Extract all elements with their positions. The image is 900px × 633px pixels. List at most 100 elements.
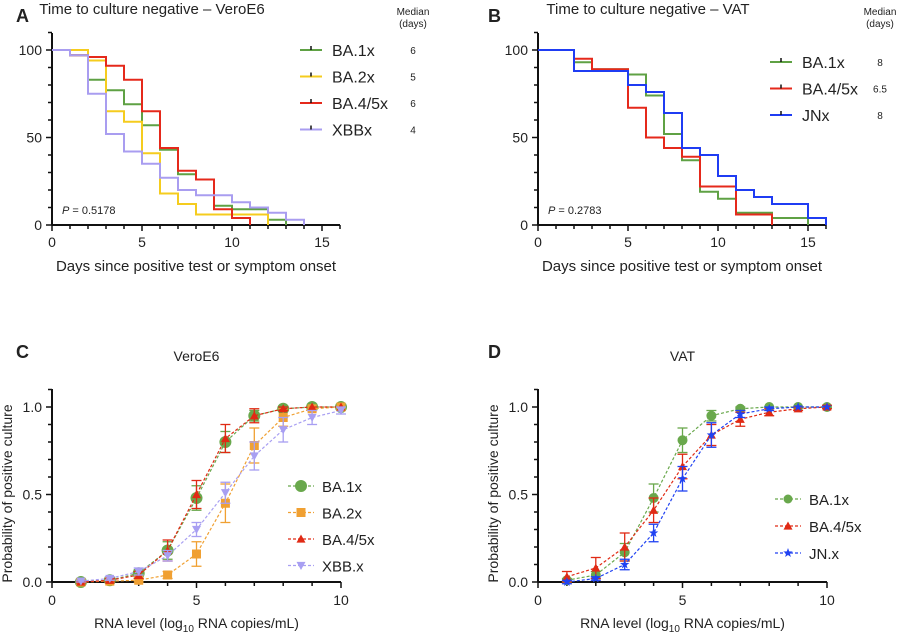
series-line	[566, 406, 827, 581]
legend-marker	[783, 548, 793, 557]
data-point	[735, 414, 745, 423]
data-point	[134, 575, 144, 585]
median-header-unit: (days)	[399, 19, 427, 30]
x-tick-label: 5	[679, 592, 687, 608]
x-tick-label: 15	[314, 234, 330, 250]
km-curve-jnx	[538, 49, 827, 225]
series-line	[80, 406, 342, 583]
data-point	[706, 410, 717, 421]
legend-label: BA.1x	[809, 492, 850, 509]
y-tick-label: 100	[505, 42, 529, 58]
data-point	[220, 434, 230, 443]
data-point	[278, 426, 288, 435]
y-tick-label: 1.0	[509, 399, 529, 415]
data-point	[562, 577, 572, 586]
series-ba45x	[561, 402, 832, 583]
series-xbbx	[75, 406, 346, 586]
y-tick-label: 100	[19, 42, 43, 58]
x-tick-label: 0	[534, 234, 542, 250]
x-axis-label: RNA level (log10 RNA copies/mL)	[94, 615, 299, 633]
y-tick-label: 50	[26, 130, 42, 146]
y-tick-label: 0.5	[509, 487, 529, 503]
p-label: P	[62, 205, 70, 217]
legend-label: BA.2x	[332, 70, 375, 87]
x-tick-label: 10	[819, 592, 835, 608]
legend-label: BA.4/5x	[809, 519, 862, 536]
x-tick-label: 10	[333, 592, 349, 608]
median-value: 6.5	[873, 85, 887, 96]
km-curve-ba45x	[52, 49, 251, 225]
legend-marker	[296, 561, 306, 570]
km-curve-ba1x	[538, 49, 809, 225]
data-point	[706, 430, 717, 439]
median-value: 6	[410, 99, 416, 110]
series-line	[80, 409, 342, 582]
legend-label: JNx	[802, 108, 830, 125]
x-tick-label: 5	[624, 234, 632, 250]
data-point	[764, 403, 774, 413]
series-line	[566, 406, 828, 578]
panel-b: Time to culture negative – VAT 0 50 100 0 5 10…	[505, 1, 897, 275]
data-point	[163, 552, 173, 561]
legend-label: BA.1x	[332, 43, 375, 60]
x-axis-label-main: RNA level (log	[580, 615, 669, 631]
data-point	[591, 573, 601, 583]
y-axis-label: Probability of positive culture	[485, 404, 501, 582]
data-point	[591, 563, 601, 572]
p-value: = 0.2783	[558, 205, 601, 217]
series-line	[80, 406, 341, 583]
chart-title: Time to culture negative – VeroE6	[39, 1, 264, 18]
data-point	[307, 413, 317, 422]
x-tick-label: 5	[138, 234, 146, 250]
median-value: 5	[410, 73, 416, 84]
panel-letter-c: C	[16, 342, 29, 362]
legend-marker	[783, 494, 793, 504]
series-line	[80, 406, 341, 583]
legend-marker	[783, 521, 793, 530]
chart-title: Time to culture negative – VAT	[546, 1, 749, 18]
legend-label: BA.1x	[802, 55, 845, 72]
y-tick-label: 0.5	[23, 487, 43, 503]
x-axis-label-main: RNA level (log	[94, 615, 183, 631]
y-tick-label: 0	[34, 217, 42, 233]
series-ba2x	[75, 402, 346, 587]
x-axis-label: RNA level (log10 RNA copies/mL)	[580, 615, 785, 633]
x-tick-label: 5	[193, 592, 201, 608]
data-point	[105, 574, 115, 583]
km-curve-ba45x	[538, 49, 773, 225]
panel-letter-b: B	[488, 6, 501, 26]
data-point	[649, 505, 659, 514]
data-point	[677, 473, 688, 483]
series-jnx	[561, 402, 832, 586]
median-value: 4	[410, 126, 416, 137]
data-point	[192, 490, 201, 499]
legend-label: BA.1x	[322, 479, 363, 496]
data-point	[764, 407, 774, 416]
data-point	[648, 528, 659, 537]
panel-letter-d: D	[488, 342, 501, 362]
data-point	[307, 402, 317, 411]
data-point	[278, 404, 288, 413]
data-point	[192, 549, 201, 559]
p-label: P	[548, 205, 556, 217]
legend-label: XBBx	[332, 123, 372, 140]
p-value-annotation: P = 0.2783	[548, 205, 601, 217]
y-tick-label: 50	[512, 130, 528, 146]
data-point	[620, 542, 630, 551]
data-point	[249, 411, 259, 420]
legend-label: BA.4/5x	[322, 532, 375, 549]
x-axis-label: Days since positive test or symptom onse…	[542, 258, 823, 275]
legend-label: BA.4/5x	[332, 96, 388, 113]
series-line	[566, 406, 827, 583]
y-tick-label: 0.0	[509, 574, 529, 590]
data-point	[220, 489, 230, 498]
legend-marker	[295, 480, 307, 492]
data-point	[620, 559, 630, 569]
series-ba1x	[561, 402, 832, 586]
km-curve-xbbx	[52, 49, 305, 225]
median-header: Median	[397, 7, 430, 18]
data-point	[163, 570, 173, 580]
x-tick-label: 15	[800, 234, 816, 250]
